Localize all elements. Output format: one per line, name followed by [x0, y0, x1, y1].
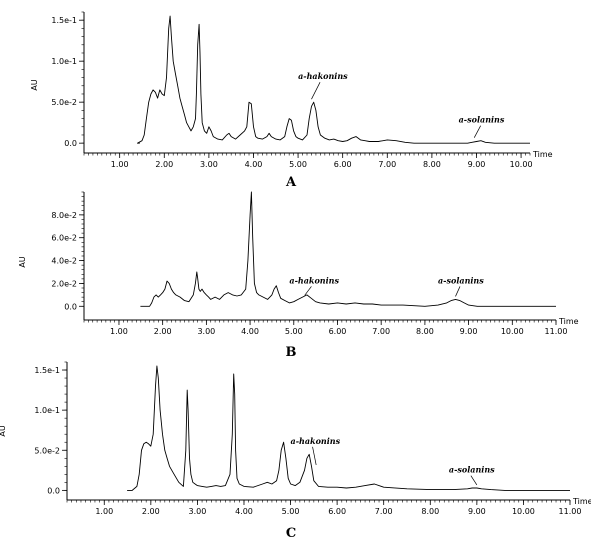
x-tick-label-a: 2.00 [155, 160, 173, 169]
x-tick-label-a: 10.00 [510, 160, 533, 169]
chromatogram-trace-b [140, 191, 556, 307]
x-tick-label-b: 10.00 [501, 327, 524, 336]
x-tick-label-c: 9.00 [468, 507, 486, 516]
y-tick-label-b: 2.0e-2 [51, 279, 77, 288]
x-tick-label-b: 7.00 [372, 327, 390, 336]
x-tick-label-c: 8.00 [421, 507, 439, 516]
x-tick-label-a: 8.00 [423, 160, 441, 169]
peak-leader-line-c [470, 475, 478, 486]
y-tick-label-b: 8.0e-2 [51, 211, 77, 220]
x-tick-label-b: 6.00 [329, 327, 347, 336]
chart-panel-c: 1.00 2.00 3.00 4.00 5.00 6.00 7.00 8.00 9.00 10.0… [0, 361, 591, 541]
panel-letter-a: A [285, 175, 297, 190]
y-tick-label-c: 5.0e-2 [34, 446, 60, 455]
x-axis-title-c: Time [572, 497, 591, 506]
x-tick-label-b: 1.00 [110, 327, 128, 336]
x-axis-title-b: Time [558, 317, 579, 326]
peak-leader-line-a [311, 82, 321, 100]
y-axis-title-b: AU [18, 256, 27, 267]
x-axis-title-a: Time [532, 150, 553, 159]
y-tick-label-c: 1.5e-1 [34, 366, 60, 375]
peak-label-c: a-solanins [449, 465, 495, 475]
x-tick-label-c: 11.00 [559, 507, 582, 516]
y-tick-label-a: 1.0e-1 [51, 57, 77, 66]
x-tick-label-b: 9.00 [460, 327, 478, 336]
x-tick-label-c: 2.00 [142, 507, 160, 516]
peak-label-c: a-hakonins [291, 436, 341, 446]
x-tick-label-c: 10.00 [512, 507, 535, 516]
peak-label-b: a-solanins [438, 275, 484, 285]
x-tick-label-a: 6.00 [334, 160, 352, 169]
peak-leader-line-b [304, 286, 312, 296]
chromatogram-trace-a [137, 15, 530, 144]
x-tick-label-a: 7.00 [378, 160, 396, 169]
x-minor-ticks-c [66, 500, 571, 503]
peak-label-a: a-solanins [459, 115, 505, 125]
x-tick-label-a: 4.00 [245, 160, 263, 169]
x-tick-label-c: 7.00 [375, 507, 393, 516]
peak-leader-line-c [312, 446, 317, 465]
x-tick-label-a: 1.00 [111, 160, 129, 169]
x-tick-label-b: 2.00 [154, 327, 172, 336]
y-tick-label-a: 5.0e-2 [51, 98, 77, 107]
x-tick-label-b: 3.00 [197, 327, 215, 336]
y-tick-label-a: 0.0 [64, 139, 77, 148]
x-tick-label-b: 8.00 [416, 327, 434, 336]
peak-label-a: a-hakonins [298, 71, 348, 81]
y-tick-label-b: 4.0e-2 [51, 257, 77, 266]
peak-leader-line-a [473, 125, 481, 138]
x-tick-label-c: 6.00 [328, 507, 346, 516]
panel-letter-c: C [286, 526, 296, 541]
peak-leader-line-b [455, 286, 461, 297]
y-tick-label-b: 6.0e-2 [51, 234, 77, 243]
chart-panel-b: 1.00 2.00 3.00 4.00 5.00 6.00 7.00 8.00 9.00 10.0… [18, 191, 579, 360]
y-axis-title-c: AU [0, 425, 7, 436]
x-tick-label-c: 5.00 [282, 507, 300, 516]
x-tick-label-b: 11.00 [545, 327, 568, 336]
x-tick-label-a: 5.00 [289, 160, 307, 169]
panel-letter-b: B [286, 345, 297, 360]
x-minor-ticks-a [83, 153, 531, 156]
chart-panel-a: 1.00 2.00 3.00 4.00 5.00 6.00 7.00 8.00 9.00 10.0… [30, 11, 553, 190]
chromatogram-trace-c [127, 365, 570, 491]
y-axis-title-a: AU [30, 79, 39, 90]
y-tick-label-b: 0.0 [64, 302, 77, 311]
peak-label-b: a-hakonins [289, 275, 339, 285]
x-tick-label-a: 9.00 [468, 160, 486, 169]
x-tick-label-a: 3.00 [200, 160, 218, 169]
x-tick-label-b: 5.00 [285, 327, 303, 336]
x-tick-label-c: 3.00 [189, 507, 207, 516]
x-tick-label-b: 4.00 [241, 327, 259, 336]
y-tick-label-c: 0.0 [47, 486, 60, 495]
y-tick-label-c: 1.0e-1 [34, 406, 60, 415]
x-tick-label-c: 1.00 [95, 507, 113, 516]
x-tick-label-c: 4.00 [235, 507, 253, 516]
y-tick-label-a: 1.5e-1 [51, 16, 77, 25]
